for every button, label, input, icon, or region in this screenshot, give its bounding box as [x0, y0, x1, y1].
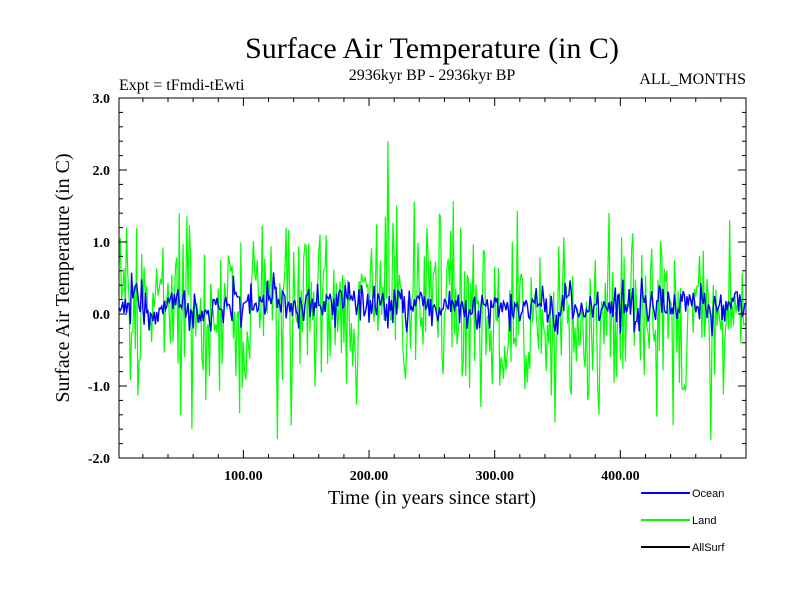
y-axis-label: Surface Air Temperature (in C)	[52, 153, 74, 402]
series-line-ocean	[118, 272, 747, 337]
plot-series	[118, 141, 747, 441]
y-tick-label: -2.0	[88, 452, 110, 467]
y-tick-label: -1.0	[88, 380, 110, 395]
y-tick-label: 3.0	[93, 92, 111, 107]
chart-subtitle: 2936kyr BP - 2936kyr BP	[349, 67, 516, 84]
legend-label-allsurf: AllSurf	[692, 542, 725, 554]
x-axis: 100.00 200.00 300.00 400.00	[142, 98, 722, 484]
y-axis: -2.0 -1.0 0.0 1.0 2.0 3.0	[88, 92, 746, 467]
x-tick-label: 300.00	[475, 469, 514, 484]
series-line-land	[118, 141, 747, 441]
x-tick-label: 100.00	[224, 469, 263, 484]
experiment-label: Expt = tFmdi-tEwti	[119, 77, 245, 94]
x-tick-label: 400.00	[601, 469, 640, 484]
y-tick-label: 1.0	[93, 236, 111, 251]
x-axis-label: Time (in years since start)	[328, 487, 536, 509]
y-tick-label: 0.0	[93, 308, 111, 323]
chart-title: Surface Air Temperature (in C)	[245, 32, 619, 65]
legend-label-land: Land	[692, 515, 716, 527]
legend-label-ocean: Ocean	[692, 488, 724, 500]
legend: Ocean Land AllSurf	[641, 488, 725, 554]
y-tick-label: 2.0	[93, 164, 111, 179]
period-label: ALL_MONTHS	[639, 71, 746, 88]
x-tick-label: 200.00	[350, 469, 389, 484]
plot-frame	[118, 97, 747, 459]
